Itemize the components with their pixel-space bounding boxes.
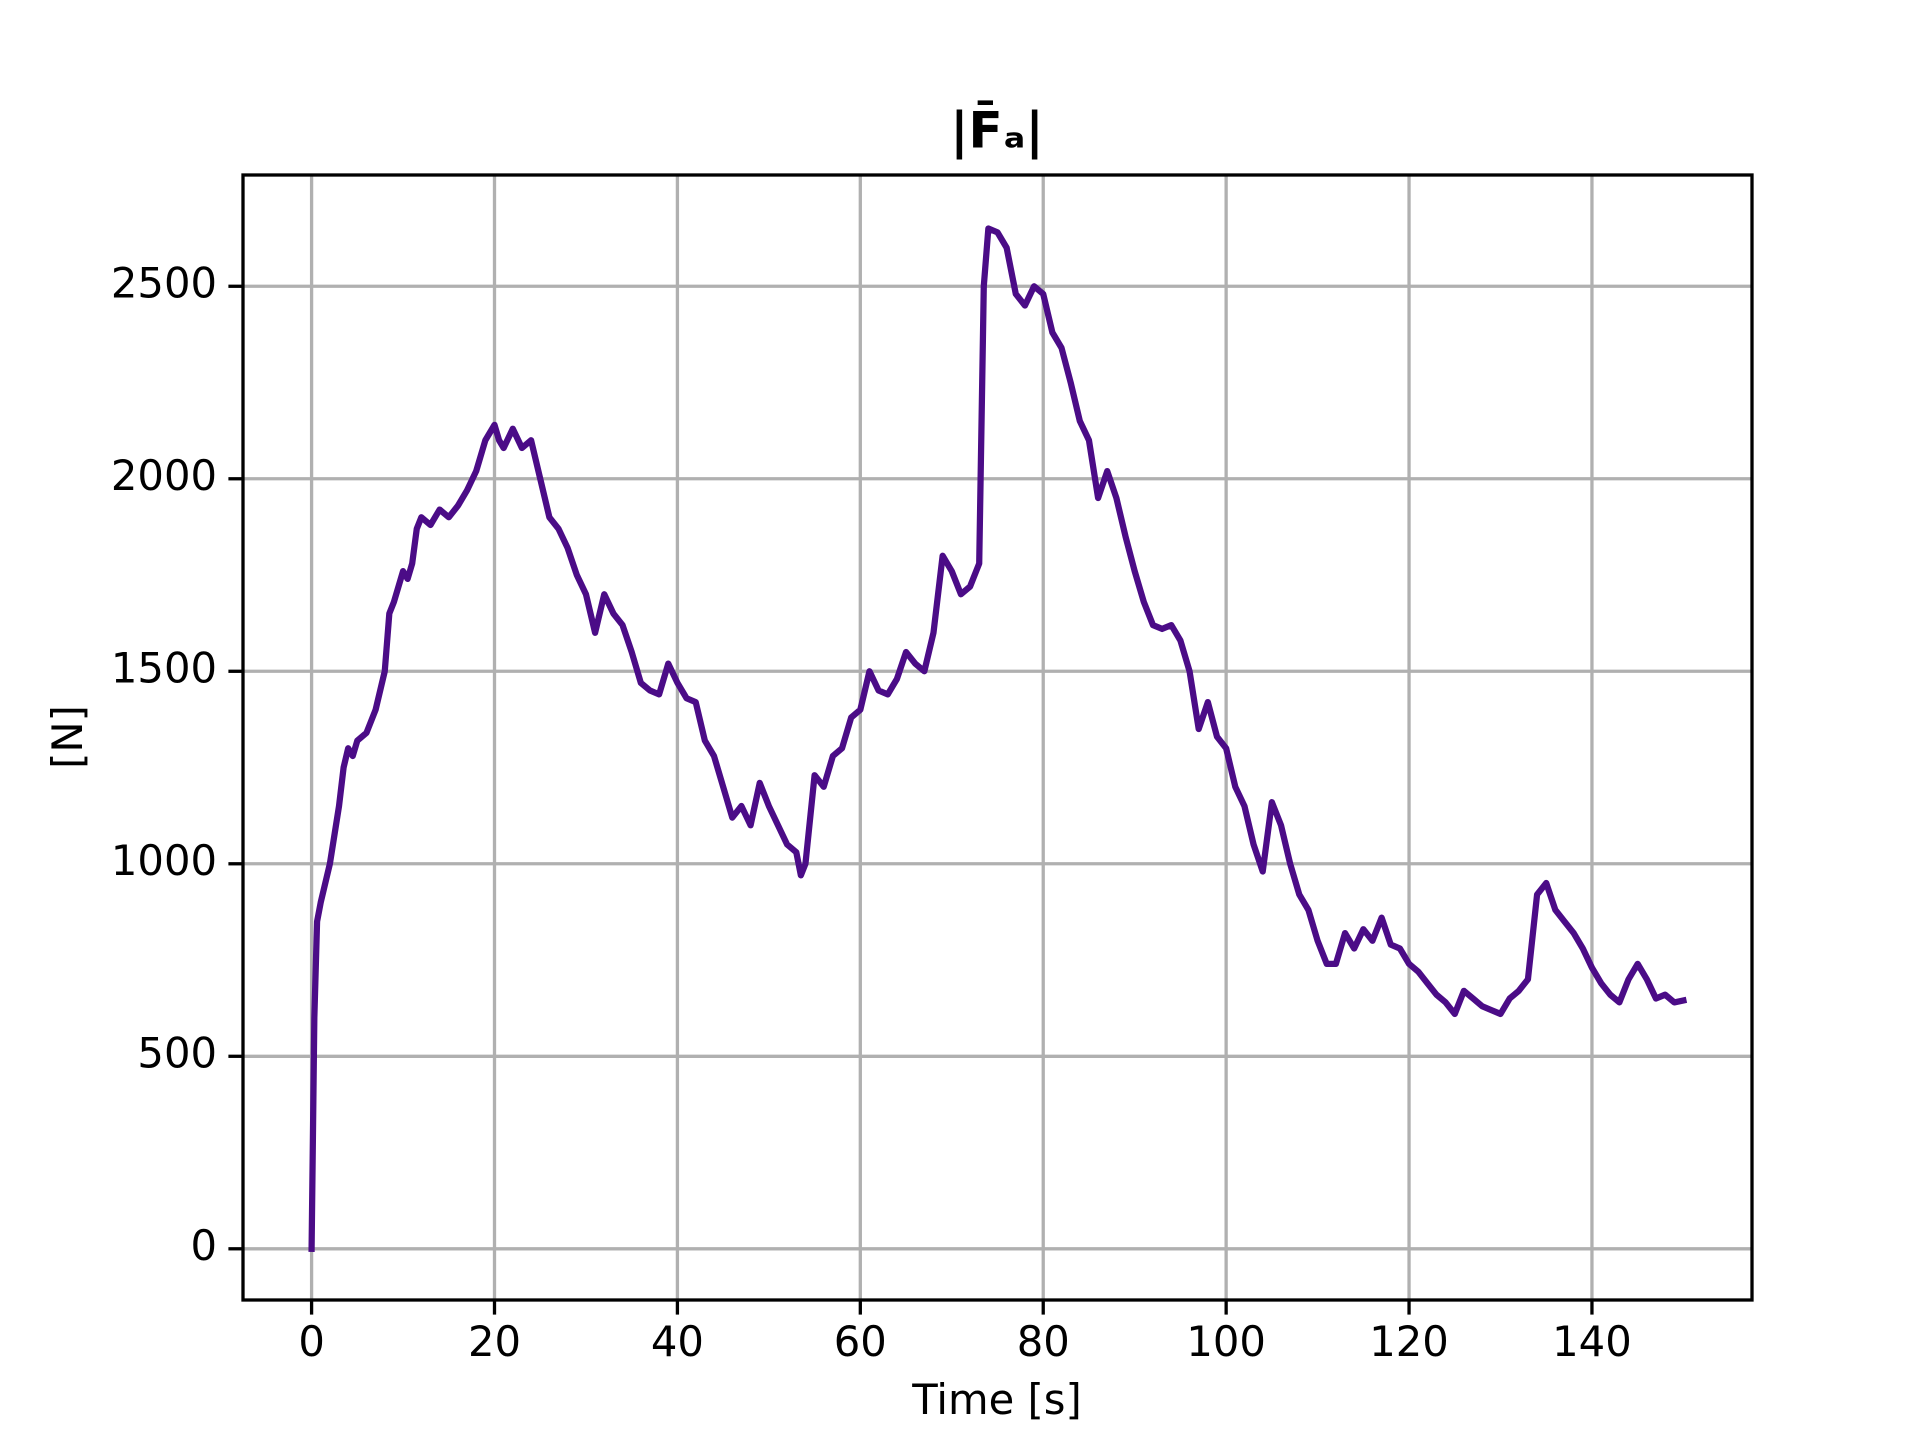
x-tick-label: 60 — [834, 1317, 887, 1366]
x-axis-label: Time [s] — [911, 1375, 1082, 1424]
x-tick-label: 100 — [1186, 1317, 1266, 1366]
x-tick-label: 0 — [298, 1317, 325, 1366]
y-axis-label: [N] — [43, 705, 92, 769]
x-tick-label: 40 — [651, 1317, 704, 1366]
y-tick-label: 1500 — [111, 643, 217, 692]
y-tick-label: 500 — [137, 1028, 217, 1077]
data-line — [308, 225, 1688, 1252]
x-tick-label: 120 — [1369, 1317, 1449, 1366]
x-tick-label: 140 — [1552, 1317, 1632, 1366]
x-tick-label: 20 — [468, 1317, 521, 1366]
y-tick-label: 2000 — [111, 451, 217, 500]
chart-title: |F̄ₐ| — [950, 100, 1044, 159]
y-tick-label: 0 — [190, 1221, 217, 1270]
plot-frame — [241, 173, 1754, 1302]
x-tick-label: 80 — [1017, 1317, 1070, 1366]
y-tick-label: 2500 — [111, 258, 217, 307]
y-tick-label: 1000 — [111, 836, 217, 885]
